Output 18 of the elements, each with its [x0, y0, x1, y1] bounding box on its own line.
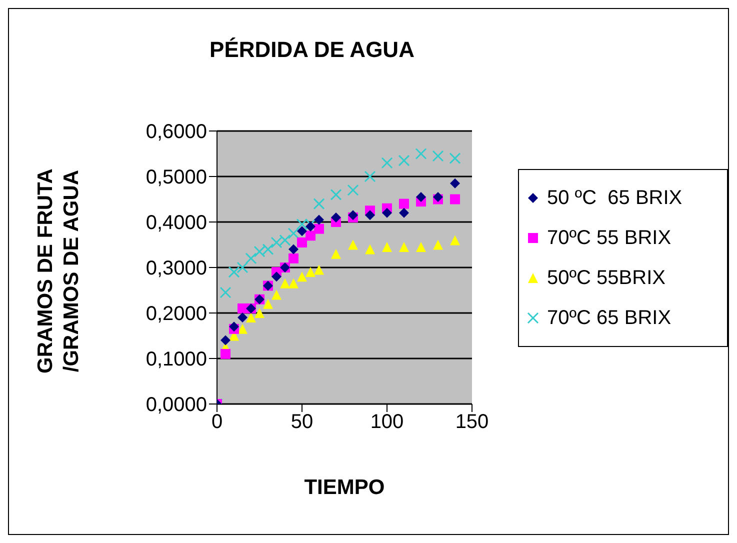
x-tick-label: 150 — [455, 411, 489, 434]
legend-label: 70ºC 65 BRIX — [547, 306, 672, 330]
y-tick-label: 0,2000 — [146, 303, 207, 326]
legend-label: 50ºC 55BRIX — [547, 266, 666, 290]
x-tick-label: 0 — [211, 411, 223, 434]
y-axis-title: GRAMOS DE FRUTA /GRAMOS DE AGUA — [33, 168, 84, 376]
y-tick-label: 0,5000 — [146, 166, 207, 189]
x-axis-title: TIEMPO — [304, 476, 385, 499]
y-tick-label: 0,4000 — [146, 212, 207, 234]
x-tick-label: 50 — [290, 411, 314, 434]
chart-title: PÉRDIDA DE AGUA — [208, 37, 416, 63]
legend-label: 70ºC 55 BRIX — [547, 226, 672, 250]
y-tick-label: 0,6000 — [146, 121, 207, 144]
legend-label: 50 ºC 65 BRIX — [547, 186, 682, 210]
y-tick-label: 0,3000 — [146, 258, 207, 280]
x-tick-label: 100 — [370, 411, 404, 434]
y-tick-label: 0,0000 — [146, 394, 207, 416]
y-tick-label: 0,1000 — [146, 348, 207, 371]
